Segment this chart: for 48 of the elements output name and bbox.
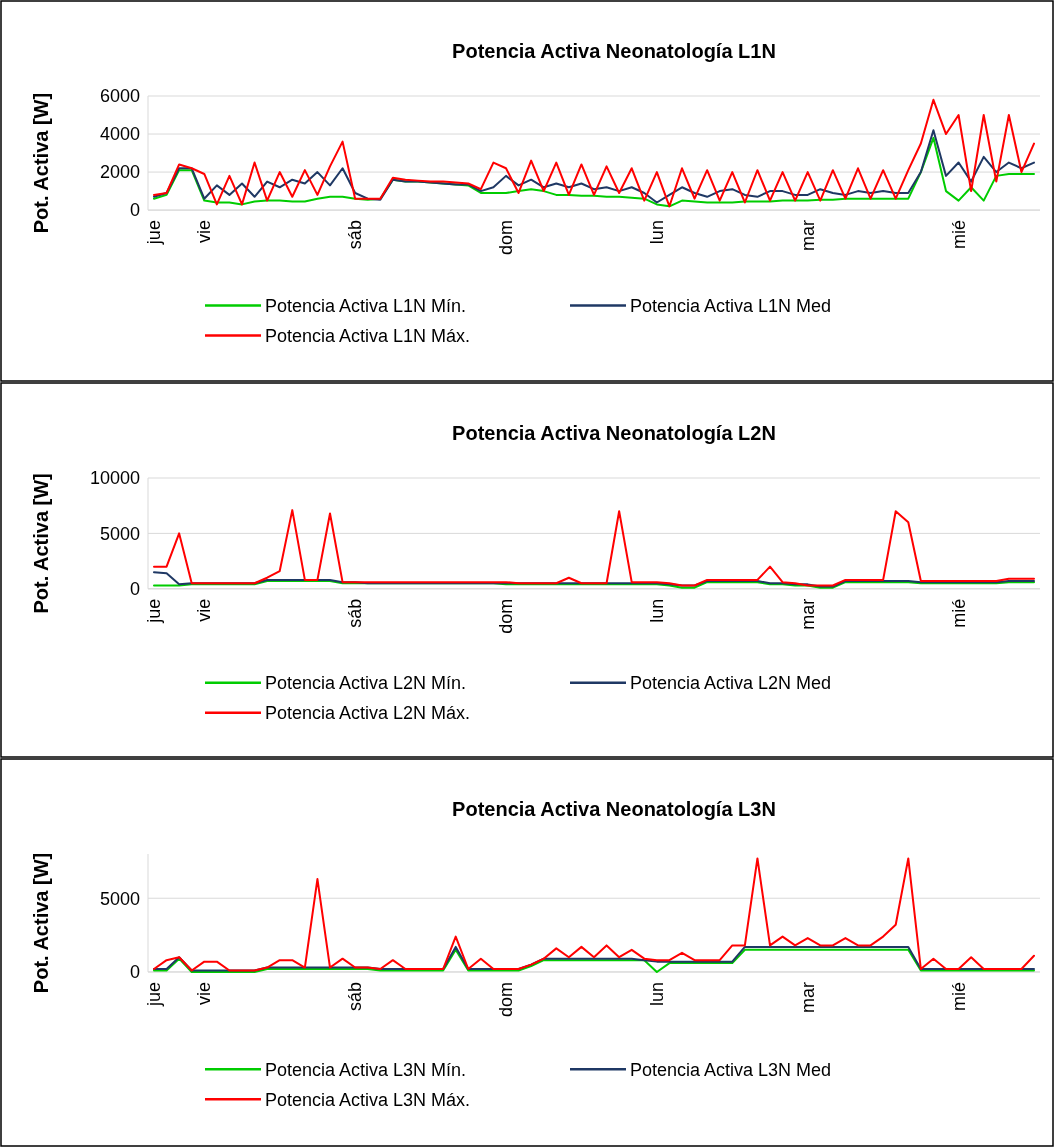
x-tick-label: jue: [144, 220, 164, 246]
y-tick-label: 2000: [99, 162, 140, 183]
legend-label: Potencia Activa L1N Med: [630, 295, 832, 316]
x-tick-label: vie: [194, 220, 215, 244]
line-series: [153, 509, 1035, 587]
x-tick-label: lun: [646, 220, 667, 245]
x-tick-label: mar: [797, 220, 818, 252]
y-tick-label: 0: [129, 200, 140, 221]
y-tick-label: 0: [129, 579, 140, 600]
legend-label: Potencia Activa L1N Máx.: [265, 325, 471, 346]
x-tick-label: mar: [797, 981, 818, 1013]
legend-label: Potencia Activa L3N Mín.: [265, 1059, 467, 1080]
x-tick-label: dom: [496, 981, 516, 1017]
legend-label: Potencia Activa L2N Med: [630, 673, 832, 694]
line-series: [153, 857, 1035, 972]
legend-label: Potencia Activa L1N Mín.: [265, 295, 467, 316]
x-tick-label: dom: [496, 220, 516, 256]
x-tick-label: lun: [646, 981, 667, 1006]
x-tick-label: jue: [144, 598, 164, 624]
y-tick-label: 5000: [99, 888, 140, 909]
x-tick-label: sáb: [345, 598, 366, 628]
x-tick-label: lun: [646, 598, 667, 623]
x-tick-label: mié: [948, 598, 969, 628]
x-tick-label: sáb: [345, 981, 366, 1011]
y-axis-title: Pot. Activa [W]: [30, 473, 52, 614]
chart-title: Potencia Activa Neonatología L2N: [452, 422, 776, 444]
legend-label: Potencia Activa L2N Máx.: [265, 703, 471, 724]
line-series: [153, 98, 1035, 208]
chart-title: Potencia Activa Neonatología L1N: [452, 40, 776, 62]
x-tick-label: sáb: [345, 220, 366, 250]
y-tick-label: 4000: [99, 124, 140, 145]
legend-label: Potencia Activa L3N Med: [630, 1059, 832, 1080]
y-tick-label: 0: [129, 962, 140, 983]
x-tick-label: dom: [496, 598, 516, 634]
x-tick-label: jue: [144, 981, 164, 1007]
y-axis-title: Pot. Activa [W]: [30, 852, 52, 994]
y-tick-label: 6000: [99, 86, 140, 107]
y-tick-label: 10000: [89, 468, 140, 489]
legend-label: Potencia Activa L3N Máx.: [265, 1089, 471, 1110]
x-tick-label: mié: [948, 220, 969, 250]
y-axis-title: Pot. Activa [W]: [30, 92, 52, 234]
y-tick-label: 5000: [99, 523, 140, 544]
x-tick-label: mar: [797, 598, 818, 630]
x-tick-label: vie: [194, 598, 215, 622]
chart-title: Potencia Activa Neonatología L3N: [452, 798, 776, 820]
legend-label: Potencia Activa L2N Mín.: [265, 673, 467, 694]
x-tick-label: mié: [948, 981, 969, 1011]
x-tick-label: vie: [194, 981, 215, 1005]
